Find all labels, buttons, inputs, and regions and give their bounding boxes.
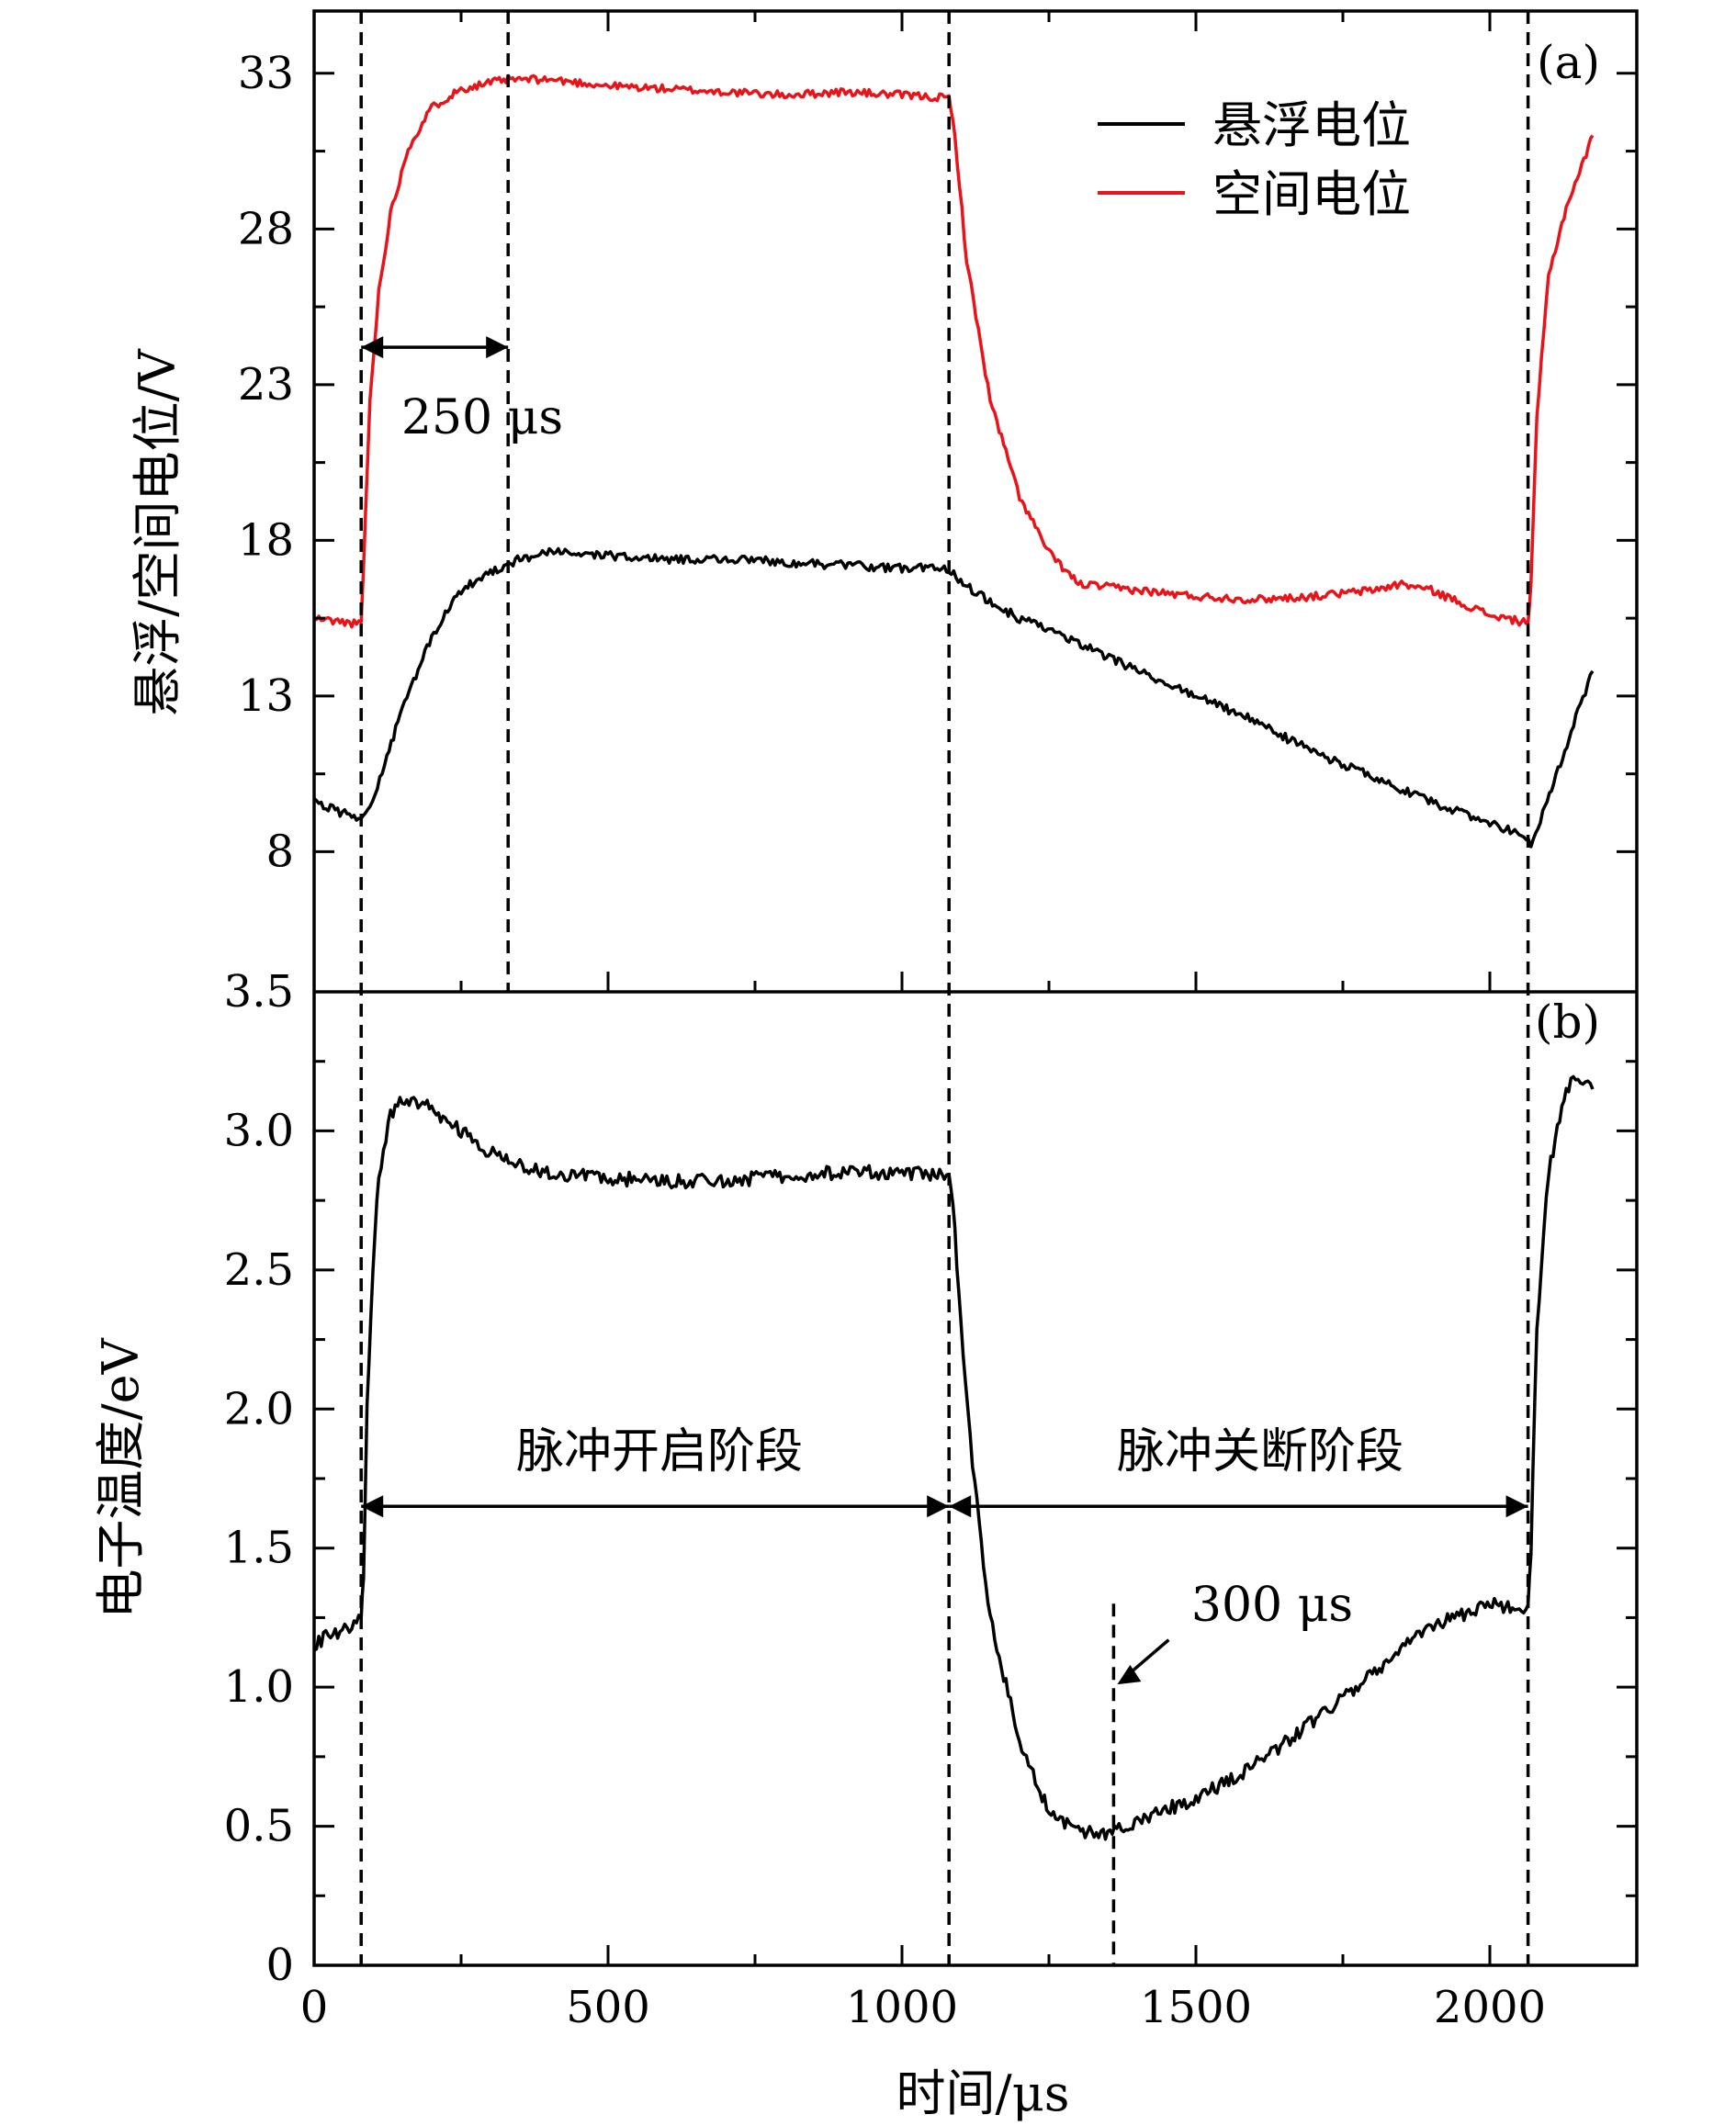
legend-label-space: 空间电位 [1212,165,1411,223]
tick-label: 33 [238,48,294,99]
annotation-300us: 300 μs [1191,1578,1353,1633]
series-line-space-potential [312,73,1595,629]
series-line-electron-temperature [313,1074,1595,1841]
series-layer [312,73,1595,1841]
tick-label: 28 [238,203,294,254]
arrow-head [1505,1495,1528,1518]
tick-label: 0.5 [224,1801,294,1852]
axis-ticks: 8 13 18 23 28 33 0 0.5 1.0 1.5 2.0 2.5 3.0 3.5 0 500 100… [224,11,1637,2033]
tick-label: 2.5 [224,1244,294,1296]
guide-lines [359,11,1530,1965]
arrow-head [949,1495,972,1518]
y-axis-title-bottom: 电子温度/eV [92,1337,150,1618]
tick-label: 3.5 [224,966,294,1018]
legend-label-floating: 悬浮电位 [1212,96,1411,154]
annotation-pulse-off: 脉冲关断阶段 [1117,1424,1403,1479]
panel-label-b: (b) [1535,996,1600,1049]
tick-label: 3.0 [224,1105,294,1156]
tick-label: 23 [238,359,294,411]
annotations [361,336,1528,1685]
arrow-head [927,1495,950,1518]
tick-label: 8 [265,826,294,877]
legend: 悬浮电位 空间电位 [1098,96,1411,223]
series-line-floating-potential [312,546,1595,849]
tick-label: 1.5 [224,1523,294,1574]
arrow-head [361,336,384,359]
panel-label-a: (a) [1537,36,1600,89]
annotation-250us: 250 μs [401,390,563,445]
y-axis-title-top: 悬浮/空间电位/V [129,348,186,715]
tick-label: 2.0 [224,1383,294,1434]
arrow-head [361,1495,384,1518]
tick-label: 0 [300,1982,329,2033]
arrow-head [1117,1664,1142,1685]
tick-label: 18 [238,514,294,566]
x-axis-title: 时间/μs [896,2064,1070,2122]
tick-label: 1.0 [224,1661,294,1713]
tick-label: 0 [265,1940,294,1991]
tick-label: 13 [238,670,294,722]
tick-label: 2000 [1434,1982,1546,2033]
annotation-pulse-on: 脉冲开启阶段 [516,1424,803,1479]
tick-label: 1500 [1140,1982,1252,2033]
arrow-head [486,336,509,359]
tick-label: 1000 [846,1982,958,2033]
tick-label: 500 [566,1982,650,2033]
